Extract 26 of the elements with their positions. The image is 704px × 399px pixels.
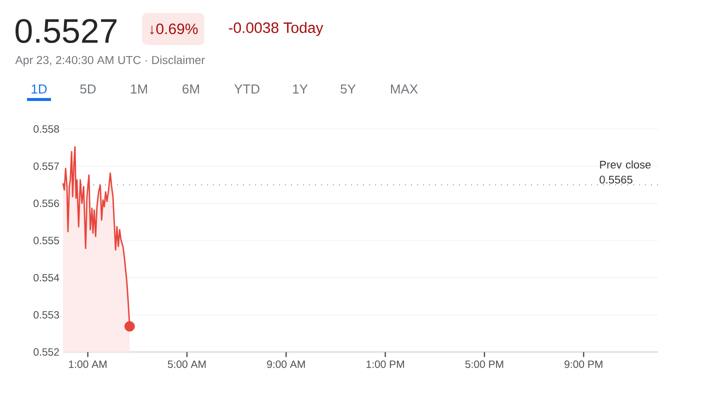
text: -0.0038 Today: [228, 22, 324, 36]
x-tick-label: 5:00 PM: [465, 360, 504, 368]
y-tick-label: 0.558: [34, 125, 60, 133]
text: 1M: [130, 84, 147, 94]
text: ↓0.69%: [150, 24, 198, 34]
chart-title: 0.5527: [16, 18, 116, 44]
text: 1D: [32, 84, 47, 94]
x-tick-label: 1:00 AM: [69, 360, 106, 368]
text: MAX: [390, 84, 418, 94]
ref-line-label: Prev close 0.5565: [600, 160, 651, 184]
x-tick-label: 1:00 PM: [366, 360, 404, 368]
text: 5Y: [340, 84, 356, 94]
x-tick-label: 9:00 AM: [267, 360, 305, 368]
text: YTD: [234, 84, 260, 94]
y-tick-label: 0.556: [34, 200, 60, 208]
text: 1Y: [293, 84, 308, 94]
x-tick-label: 5:00 AM: [168, 360, 206, 368]
text: 5D: [80, 84, 96, 94]
chart-subtitle: Apr 23, 2:40:30 AM UTC · Disclaimer: [15, 56, 205, 66]
y-tick-label: 0.557: [34, 162, 59, 170]
y-tick-label: 0.555: [34, 236, 60, 244]
x-tick-label: 9:00 PM: [564, 360, 602, 368]
y-tick-label: 0.554: [34, 274, 60, 282]
y-tick-label: 0.553: [34, 311, 60, 319]
y-tick-label: 0.552: [34, 348, 59, 356]
text: 6M: [182, 84, 199, 94]
